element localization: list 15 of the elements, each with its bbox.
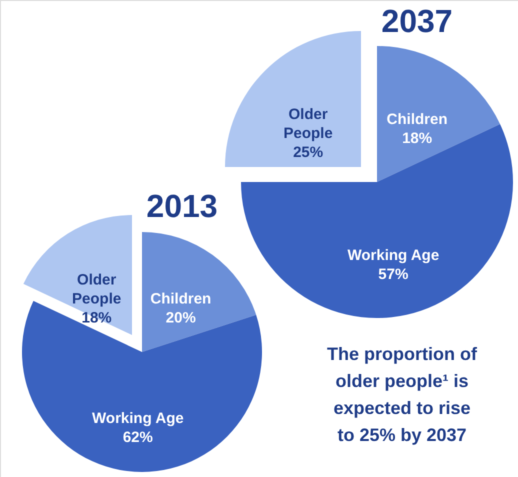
data-label: 20% — [166, 310, 196, 327]
data-label: 18% — [402, 130, 432, 147]
data-label: 18% — [82, 309, 112, 326]
chart-title: 2037 — [381, 3, 453, 39]
data-label: 57% — [378, 266, 408, 283]
data-label: 62% — [122, 428, 153, 446]
chart-title: 2013 — [146, 188, 218, 224]
slice-label: Older People — [284, 106, 333, 142]
data-label: 25% — [293, 144, 324, 162]
text: The proportion of older people¹ is expected to rise to 25% by 2037 — [327, 344, 478, 445]
slice-label: Working Age — [92, 410, 184, 427]
slice-label: Children — [150, 290, 212, 308]
slice-label: Children — [386, 110, 448, 128]
slice-label: Working Age — [347, 247, 440, 264]
slice-label: Older People — [72, 271, 122, 308]
